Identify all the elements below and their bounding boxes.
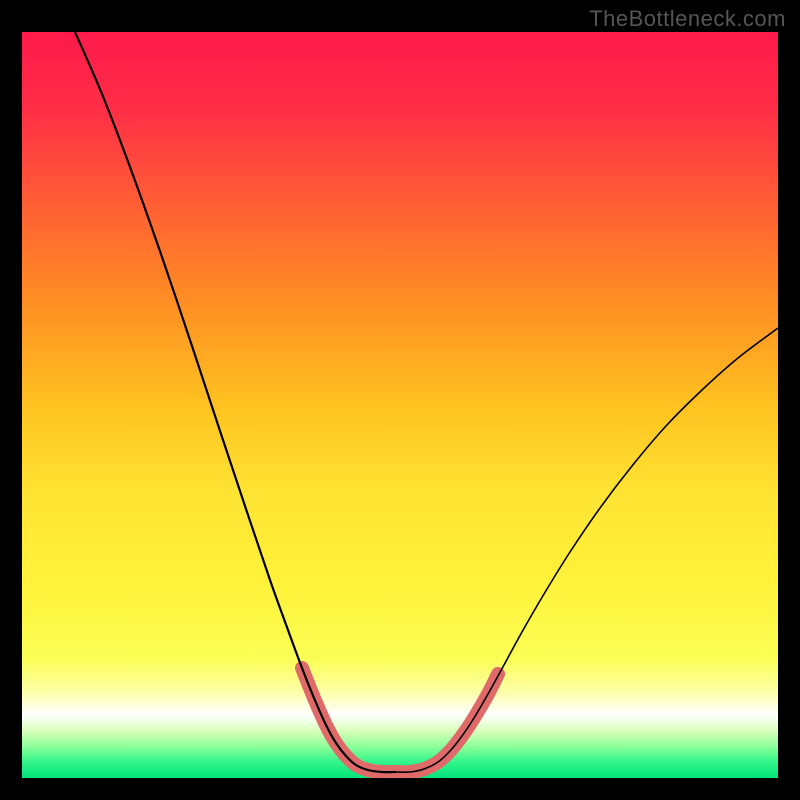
watermark-text: TheBottleneck.com <box>589 6 786 32</box>
plot-area <box>22 32 778 778</box>
marker-overlay <box>302 668 498 772</box>
curve-right <box>396 328 778 772</box>
curve-layer <box>22 32 778 778</box>
curve-left <box>75 32 396 772</box>
chart-outer: TheBottleneck.com <box>0 0 800 800</box>
